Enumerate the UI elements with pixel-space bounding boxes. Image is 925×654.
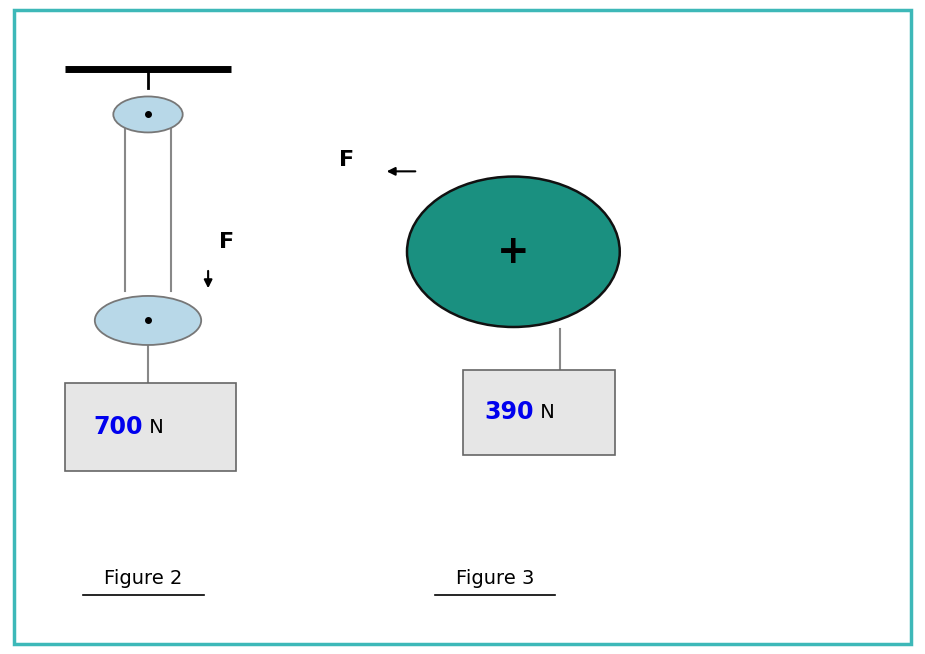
Text: F: F	[339, 150, 354, 170]
Ellipse shape	[95, 296, 202, 345]
Bar	[462, 370, 615, 455]
Circle shape	[407, 177, 620, 327]
Text: 700: 700	[93, 415, 142, 439]
Ellipse shape	[113, 97, 183, 133]
Text: N: N	[535, 402, 555, 422]
Text: F: F	[219, 232, 234, 252]
Text: 390: 390	[485, 400, 535, 424]
Text: Figure 3: Figure 3	[456, 569, 534, 589]
Text: N: N	[142, 417, 164, 437]
Bar	[65, 383, 236, 471]
Text: +: +	[497, 233, 530, 271]
Text: Figure 2: Figure 2	[105, 569, 182, 589]
